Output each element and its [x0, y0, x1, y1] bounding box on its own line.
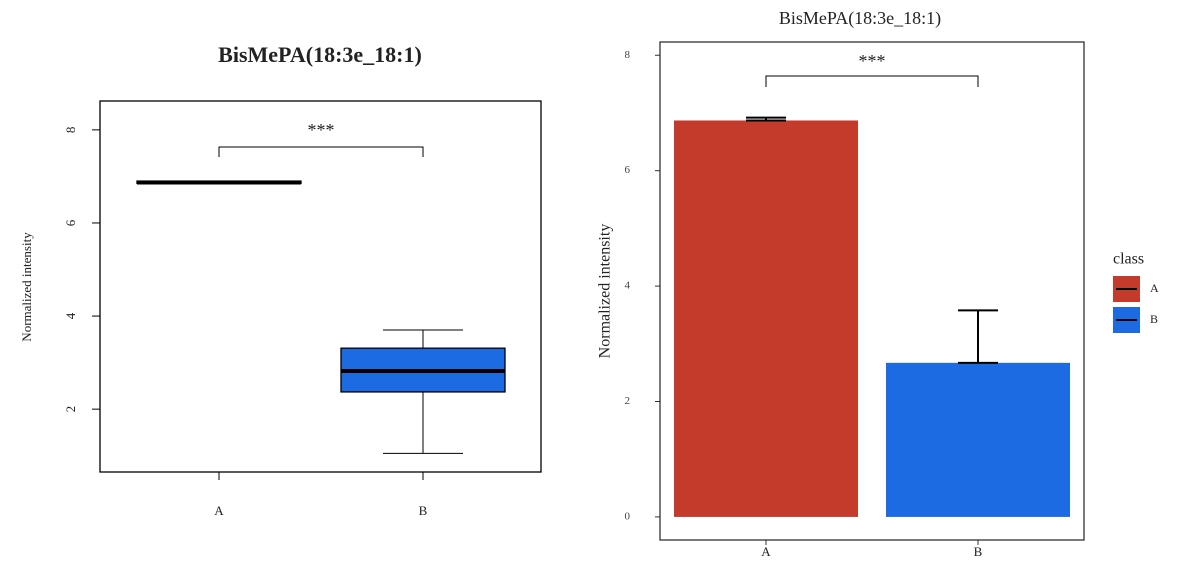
- y-tick-label: 8: [63, 127, 78, 134]
- x-tick-label: A: [214, 503, 224, 518]
- significance-bracket: [218, 146, 424, 157]
- y-tick-label: 6: [63, 219, 78, 226]
- plot-frame: [99, 100, 542, 473]
- bar: [886, 362, 1070, 517]
- x-tick-label: B: [419, 503, 428, 518]
- significance-label: ***: [308, 120, 335, 140]
- y-axis-label: Normalized intensity: [19, 232, 34, 342]
- plot-frame: [659, 41, 1085, 541]
- x-tick-label: B: [974, 544, 983, 559]
- y-tick-label: 0: [625, 510, 631, 522]
- chart-title: BisMePA(18:3e_18:1): [779, 8, 941, 29]
- legend-label: A: [1150, 281, 1159, 295]
- legend-title: class: [1113, 251, 1144, 268]
- x-tick-label: A: [761, 544, 771, 559]
- significance-bracket: [765, 75, 979, 87]
- legend-label: B: [1150, 312, 1158, 326]
- bar: [674, 120, 858, 517]
- y-tick-label: 6: [625, 164, 631, 176]
- chart-title: BisMePA(18:3e_18:1): [218, 42, 422, 67]
- y-tick-label: 2: [63, 406, 78, 413]
- y-tick-label: 4: [625, 280, 631, 292]
- significance-label: ***: [859, 51, 886, 71]
- y-tick-label: 8: [625, 49, 631, 61]
- y-tick-label: 2: [625, 395, 631, 407]
- y-axis-label: Normalized intensity: [597, 224, 614, 359]
- y-tick-label: 4: [63, 312, 78, 319]
